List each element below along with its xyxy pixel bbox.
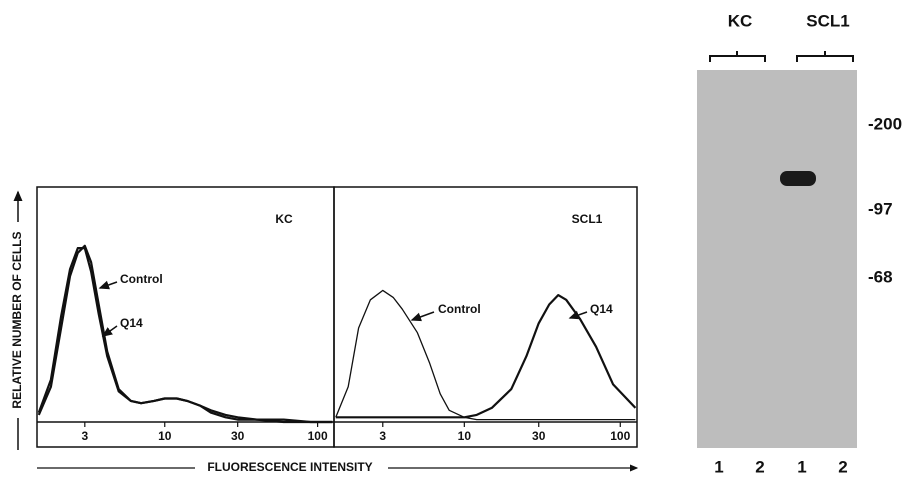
annotation-arrow (412, 312, 434, 320)
series-label: Q14 (120, 316, 143, 330)
figure: RELATIVE NUMBER OF CELLS FLUORESCENCE IN… (0, 0, 919, 478)
histogram-line (39, 246, 333, 422)
bracket (710, 51, 765, 62)
group-label: SCL1 (806, 11, 849, 30)
marker-label: -97 (868, 199, 893, 218)
blot-band (780, 171, 816, 186)
x-tick-label: 100 (308, 429, 328, 443)
x-tick-label: 3 (81, 429, 88, 443)
x-tick-label: 100 (610, 429, 630, 443)
histogram-line (39, 248, 333, 422)
series-label: Q14 (590, 302, 613, 316)
x-tick-label: 10 (458, 429, 472, 443)
annotation-arrow (100, 282, 117, 288)
marker-label: -68 (868, 267, 893, 286)
x-label: FLUORESCENCE INTENSITY (207, 460, 372, 474)
lane-label: 2 (755, 457, 764, 476)
lane-label: 1 (714, 457, 723, 476)
series-label: Control (438, 302, 481, 316)
series-label: Control (120, 272, 163, 286)
annotation-arrow (103, 326, 117, 336)
x-tick-label: 30 (532, 429, 546, 443)
bracket (797, 51, 853, 62)
blot-membrane (697, 70, 857, 448)
lane-label: 2 (838, 457, 847, 476)
x-tick-label: 3 (379, 429, 386, 443)
y-axis-title: RELATIVE NUMBER OF CELLS (10, 192, 24, 450)
panel-title: KC (275, 212, 293, 226)
lane-label: 1 (797, 457, 806, 476)
y-label: RELATIVE NUMBER OF CELLS (10, 231, 24, 408)
group-label: KC (728, 11, 753, 30)
marker-label: -200 (868, 114, 902, 133)
blot: KC SCL1 1 2 1 2 -200 -97 -68 (697, 11, 902, 476)
panel-title: SCL1 (572, 212, 603, 226)
x-tick-label: 30 (231, 429, 245, 443)
x-axis-title: FLUORESCENCE INTENSITY (37, 460, 637, 474)
x-tick-label: 10 (158, 429, 172, 443)
